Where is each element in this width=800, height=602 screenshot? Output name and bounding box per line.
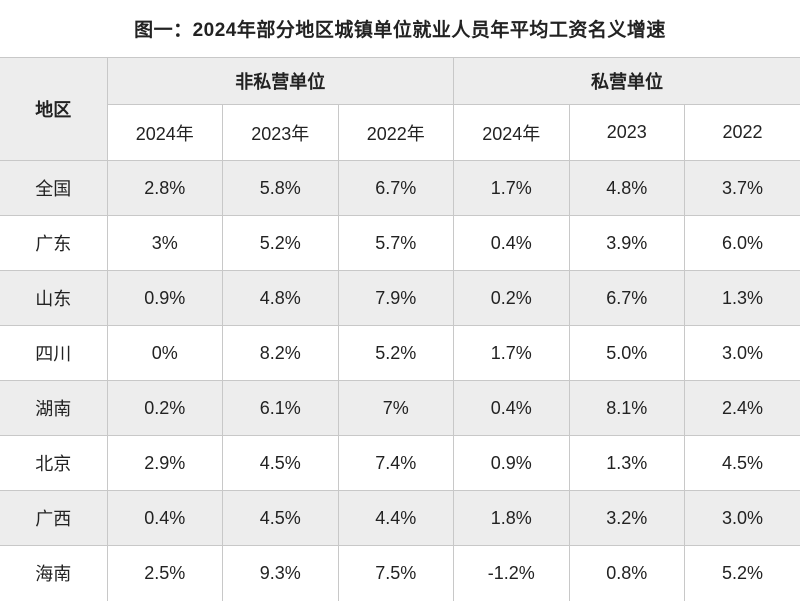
region-cell: 广西	[0, 490, 108, 546]
value-cell: 6.7%	[337, 160, 454, 216]
value-cell: 1.8%	[453, 490, 570, 546]
table-row: 广西 0.4% 4.5% 4.4% 1.8% 3.2% 3.0%	[0, 490, 800, 546]
value-cell: 0.2%	[453, 270, 570, 326]
value-cell: 6.1%	[222, 380, 339, 436]
value-cell: 4.5%	[684, 435, 800, 491]
value-cell: 7.5%	[337, 545, 454, 601]
group-header-private: 私营单位	[453, 57, 800, 105]
value-cell: 0.4%	[106, 490, 223, 546]
value-cell: 3.7%	[684, 160, 800, 216]
table-row: 北京 2.9% 4.5% 7.4% 0.9% 1.3% 4.5%	[0, 435, 800, 491]
value-cell: 0.8%	[568, 545, 685, 601]
value-cell: 4.5%	[222, 435, 339, 491]
value-cell: 2.5%	[106, 545, 223, 601]
region-cell: 海南	[0, 545, 108, 601]
value-cell: 4.4%	[337, 490, 454, 546]
value-cell: 4.8%	[568, 160, 685, 216]
value-cell: 9.3%	[222, 545, 339, 601]
region-cell: 北京	[0, 435, 108, 491]
value-cell: 0%	[106, 325, 223, 381]
value-cell: 7%	[337, 380, 454, 436]
table-row: 湖南 0.2% 6.1% 7% 0.4% 8.1% 2.4%	[0, 380, 800, 436]
group-header-non-private: 非私营单位	[106, 57, 454, 105]
table-row: 广东 3% 5.2% 5.7% 0.4% 3.9% 6.0%	[0, 215, 800, 271]
value-cell: 5.8%	[222, 160, 339, 216]
subheader-nonprivate-2023: 2023年	[222, 104, 339, 161]
value-cell: 0.4%	[453, 215, 570, 271]
value-cell: 1.3%	[568, 435, 685, 491]
value-cell: 5.0%	[568, 325, 685, 381]
value-cell: 0.4%	[453, 380, 570, 436]
value-cell: 7.9%	[337, 270, 454, 326]
value-cell: 1.7%	[453, 325, 570, 381]
wage-growth-table: 地区 非私营单位 私营单位 2024年 2023年 2022年 2024年 20…	[0, 57, 800, 601]
value-cell: 0.2%	[106, 380, 223, 436]
value-cell: 2.4%	[684, 380, 800, 436]
value-cell: 3.0%	[684, 325, 800, 381]
value-cell: 1.3%	[684, 270, 800, 326]
table-row: 山东 0.9% 4.8% 7.9% 0.2% 6.7% 1.3%	[0, 270, 800, 326]
value-cell: 0.9%	[453, 435, 570, 491]
subheader-private-2024: 2024年	[453, 104, 570, 161]
subheader-private-2023: 2023	[568, 104, 685, 161]
value-cell: 7.4%	[337, 435, 454, 491]
value-cell: 5.2%	[222, 215, 339, 271]
value-cell: 2.8%	[106, 160, 223, 216]
value-cell: 8.2%	[222, 325, 339, 381]
subheader-private-2022: 2022	[684, 104, 800, 161]
value-cell: -1.2%	[453, 545, 570, 601]
value-cell: 5.2%	[684, 545, 800, 601]
value-cell: 0.9%	[106, 270, 223, 326]
subheader-nonprivate-2022: 2022年	[337, 104, 454, 161]
table-row: 四川 0% 8.2% 5.2% 1.7% 5.0% 3.0%	[0, 325, 800, 381]
region-column-header: 地区	[0, 57, 108, 161]
value-cell: 6.0%	[684, 215, 800, 271]
region-cell: 广东	[0, 215, 108, 271]
table-row: 海南 2.5% 9.3% 7.5% -1.2% 0.8% 5.2%	[0, 545, 800, 601]
region-cell: 山东	[0, 270, 108, 326]
year-header-row: 2024年 2023年 2022年 2024年 2023 2022	[0, 104, 800, 161]
group-header-row: 地区 非私营单位 私营单位	[0, 57, 800, 161]
value-cell: 4.5%	[222, 490, 339, 546]
value-cell: 6.7%	[568, 270, 685, 326]
figure-title: 图一：2024年部分地区城镇单位就业人员年平均工资名义增速	[134, 20, 666, 41]
value-cell: 3.2%	[568, 490, 685, 546]
region-cell: 全国	[0, 160, 108, 216]
value-cell: 3.0%	[684, 490, 800, 546]
region-cell: 湖南	[0, 380, 108, 436]
subheader-nonprivate-2024: 2024年	[107, 104, 223, 161]
value-cell: 5.2%	[337, 325, 454, 381]
value-cell: 4.8%	[222, 270, 339, 326]
value-cell: 5.7%	[337, 215, 454, 271]
value-cell: 8.1%	[568, 380, 685, 436]
region-cell: 四川	[0, 325, 108, 381]
value-cell: 3%	[106, 215, 223, 271]
value-cell: 3.9%	[568, 215, 685, 271]
value-cell: 2.9%	[106, 435, 223, 491]
table-body: 全国 2.8% 5.8% 6.7% 1.7% 4.8% 3.7% 广东 3% 5.2% 5.7% 0.…	[0, 160, 800, 601]
value-cell: 1.7%	[453, 160, 570, 216]
table-row: 全国 2.8% 5.8% 6.7% 1.7% 4.8% 3.7%	[0, 160, 800, 216]
